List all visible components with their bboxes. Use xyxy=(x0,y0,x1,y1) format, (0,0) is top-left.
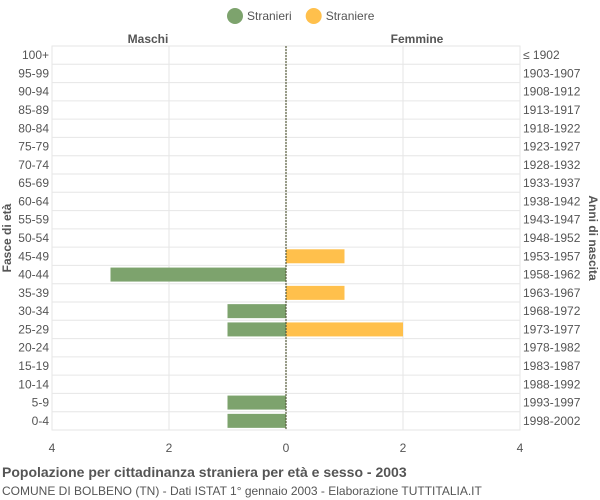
chart-title: Popolazione per cittadinanza straniera p… xyxy=(2,464,407,480)
left-header-maschi: Maschi xyxy=(128,32,169,46)
birth-year-label: 1973-1977 xyxy=(523,322,581,336)
y-axis-label-right: Anni di nascita xyxy=(586,195,600,281)
age-label-15-19: 15-19 xyxy=(18,359,49,373)
birth-year-label: 1988-1992 xyxy=(523,377,581,391)
birth-year-label: 1918-1922 xyxy=(523,121,581,135)
age-label-40-44: 40-44 xyxy=(18,268,49,282)
age-label-35-39: 35-39 xyxy=(18,286,49,300)
age-label-25-29: 25-29 xyxy=(18,322,49,336)
birth-year-label: 1948-1952 xyxy=(523,231,581,245)
birth-year-label: 1933-1937 xyxy=(523,176,581,190)
legend-label-stranieri: Stranieri xyxy=(247,9,292,23)
legend-label-straniere: Straniere xyxy=(326,9,375,23)
legend-swatch-stranieri xyxy=(227,8,243,24)
age-label-30-34: 30-34 xyxy=(18,304,49,318)
bar-female-25-29 xyxy=(286,322,403,337)
side-headers: Maschi Femmine xyxy=(128,32,444,46)
birth-year-label: 1968-1972 xyxy=(523,304,581,318)
legend: Stranieri Straniere xyxy=(227,8,375,24)
birth-year-label: 1943-1947 xyxy=(523,213,581,227)
age-label-70-74: 70-74 xyxy=(18,158,49,172)
birth-year-label: 1978-1982 xyxy=(523,341,581,355)
bar-male-5-9 xyxy=(227,395,286,410)
age-label-5-9: 5-9 xyxy=(32,396,50,410)
age-label-55-59: 55-59 xyxy=(18,213,49,227)
birth-year-label: 1993-1997 xyxy=(523,396,581,410)
bars xyxy=(110,46,403,430)
age-label-100+: 100+ xyxy=(22,48,49,62)
age-label-90-94: 90-94 xyxy=(18,85,49,99)
bar-female-45-49 xyxy=(286,249,345,264)
chart-subtitle: COMUNE DI BOLBENO (TN) - Dati ISTAT 1° g… xyxy=(2,484,482,498)
x-tick-label: 2 xyxy=(400,441,407,455)
age-label-60-64: 60-64 xyxy=(18,194,49,208)
x-tick-label: 2 xyxy=(166,441,173,455)
birth-year-label: 1963-1967 xyxy=(523,286,581,300)
bar-female-35-39 xyxy=(286,285,345,300)
x-tick-label: 0 xyxy=(283,441,290,455)
birth-year-label: 1953-1957 xyxy=(523,249,581,263)
birth-year-label: ≤ 1902 xyxy=(523,48,560,62)
x-tick-label: 4 xyxy=(517,441,524,455)
legend-swatch-straniere xyxy=(305,8,322,24)
birth-year-label: 1998-2002 xyxy=(523,414,581,428)
age-label-45-49: 45-49 xyxy=(18,249,49,263)
y-axis-label-left: Fasce di età xyxy=(0,203,14,272)
birth-year-label: 1908-1912 xyxy=(523,85,581,99)
bar-male-25-29 xyxy=(227,322,286,337)
birth-year-label: 1958-1962 xyxy=(523,268,581,282)
bar-male-40-44 xyxy=(110,267,286,282)
x-tick-label: 4 xyxy=(49,441,56,455)
age-label-95-99: 95-99 xyxy=(18,66,49,80)
age-label-85-89: 85-89 xyxy=(18,103,49,117)
birth-year-label: 1983-1987 xyxy=(523,359,581,373)
birth-year-label: 1913-1917 xyxy=(523,103,581,117)
birth-year-label: 1938-1942 xyxy=(523,194,581,208)
right-header-femmine: Femmine xyxy=(391,32,444,46)
age-label-20-24: 20-24 xyxy=(18,341,49,355)
age-group-labels: 100+ 95-99 90-94 85-89 80-84 75-79 70-74 65-69 6… xyxy=(18,48,49,428)
age-label-65-69: 65-69 xyxy=(18,176,49,190)
age-label-75-79: 75-79 xyxy=(18,140,49,154)
x-axis-ticks: 4 2 0 2 4 xyxy=(49,441,524,455)
birth-year-label: 1923-1927 xyxy=(523,140,581,154)
birth-year-label: 1928-1932 xyxy=(523,158,581,172)
age-label-0-4: 0-4 xyxy=(32,414,50,428)
age-label-10-14: 10-14 xyxy=(18,377,49,391)
bar-male-30-34 xyxy=(227,304,286,319)
age-label-80-84: 80-84 xyxy=(18,121,49,135)
age-label-50-54: 50-54 xyxy=(18,231,49,245)
bar-male-0-4 xyxy=(227,413,286,428)
birth-year-label: 1903-1907 xyxy=(523,66,581,80)
birth-year-labels: ≤ 1902 1903-1907 1908-1912 1913-1917 1918-19… xyxy=(523,48,581,428)
